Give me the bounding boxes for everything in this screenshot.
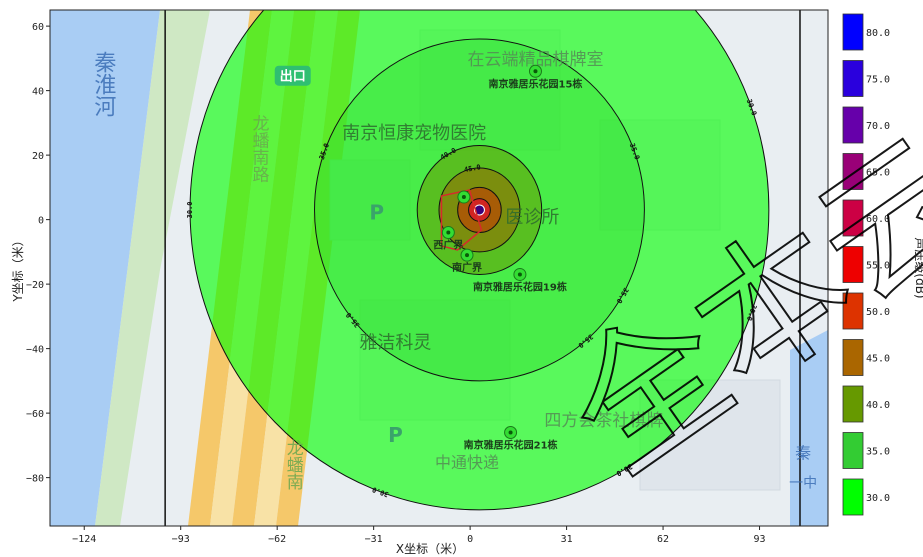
contour-label-45.0: 45.0 (463, 163, 481, 174)
river-area (50, 10, 160, 526)
colorbar-tick-label: 35.0 (866, 447, 890, 458)
x-tick-label: 62 (657, 534, 669, 545)
map-label: 中通快递 (435, 453, 499, 472)
colorbar-swatch (842, 106, 864, 144)
parking-icon: P (369, 201, 384, 225)
colorbar-swatch (842, 13, 864, 51)
colorbar-tick-label: 45.0 (866, 354, 890, 365)
x-tick-label: 0 (467, 534, 473, 545)
receiver-point-center (508, 430, 513, 435)
y-tick-label: 20 (32, 151, 44, 162)
receiver-label: 南广界 (452, 261, 482, 274)
x-tick-label: 31 (561, 534, 573, 545)
x-tick-label: −62 (268, 534, 286, 545)
plot-frame (49, 9, 829, 527)
x-tick-label: −31 (365, 534, 383, 545)
receiver-point-center (461, 195, 466, 200)
colorbar-tick-label: 80.0 (866, 28, 890, 39)
receiver-label: 南京雅居乐花园15栋 (489, 77, 583, 90)
colorbar-tick-label: 50.0 (866, 307, 890, 318)
map-label: 四方会茶社棋牌 (544, 411, 663, 431)
y-tick-label: −40 (26, 345, 44, 356)
colorbar-swatch (842, 246, 864, 283)
colorbar-tick-label: 30.0 (866, 493, 890, 504)
map-label: 雅洁科灵 (359, 333, 431, 354)
contour-label-30.0: 30.0 (186, 202, 194, 219)
map-label: 秦 (795, 443, 811, 462)
exit-badge (274, 65, 311, 86)
receiver-label: 南京雅居乐花园19栋 (473, 280, 567, 293)
map-label: 出口 (280, 69, 306, 85)
y-tick-label: 40 (32, 87, 44, 98)
receiver-point-center (446, 230, 451, 235)
colorbar: 80.0 75.0 70.0 65.0 60.0 55.0 50.0 45.0 40.0 35.0… (842, 13, 890, 516)
y-axis-label: Y坐标（米） (11, 234, 25, 302)
map-label: 一中 (789, 475, 817, 491)
colorbar-tick-label: 55.0 (866, 261, 890, 272)
riverbank-area (95, 10, 210, 526)
axes: −124 −93 −62 −31 0 31 62 93 60 40 20 0 −20 −40 −60 −80 (26, 22, 766, 545)
y-tick-label: −20 (26, 280, 44, 291)
contour-layer: 30.030.030.030.030.030.030.035.035.035.0… (186, 10, 770, 511)
parking-icon: P (388, 423, 403, 447)
x-tick-label: −124 (72, 534, 96, 545)
y-tick-label: 0 (38, 216, 44, 227)
y-tick-label: 60 (32, 22, 44, 33)
receiver-label: 南京雅居乐花园21栋 (464, 438, 558, 451)
colorbar-swatch (842, 478, 864, 516)
colorbar-tick-label: 65.0 (866, 168, 890, 179)
x-tick-label: −93 (172, 534, 190, 545)
colorbar-tick-label: 60.0 (866, 214, 890, 225)
colorbar-swatch (842, 199, 864, 237)
map-label: 南京恒康宠物医院 (342, 123, 486, 144)
receiver-label: 西广界 (433, 239, 463, 252)
receiver-point-center (517, 272, 522, 277)
colorbar-tick-label: 40.0 (866, 400, 890, 411)
colorbar-swatch (842, 292, 864, 330)
x-tick-label: 93 (754, 534, 766, 545)
colorbar-tick-label: 70.0 (866, 121, 890, 132)
map-label: 龙蟠南 (283, 439, 304, 490)
receiver-point-center (465, 253, 470, 258)
colorbar-swatch (842, 339, 864, 376)
colorbar-label: 声压级(dB) (913, 237, 923, 298)
map-label: 秦淮河 (90, 51, 116, 117)
colorbar-swatch (842, 153, 864, 190)
colorbar-swatch (842, 60, 864, 97)
receiver-point-center (533, 69, 538, 74)
y-tick-label: −80 (26, 474, 44, 485)
colorbar-swatch (842, 432, 864, 469)
map-label: 医诊所 (505, 207, 559, 228)
map-label: 龙蟠南路 (249, 115, 270, 183)
x-axis-label: X坐标（米） (396, 542, 464, 556)
colorbar-tick-label: 75.0 (866, 75, 890, 86)
y-tick-label: −60 (26, 409, 44, 420)
colorbar-swatch (842, 385, 864, 423)
map-label: 在云端精品棋牌室 (467, 50, 603, 70)
